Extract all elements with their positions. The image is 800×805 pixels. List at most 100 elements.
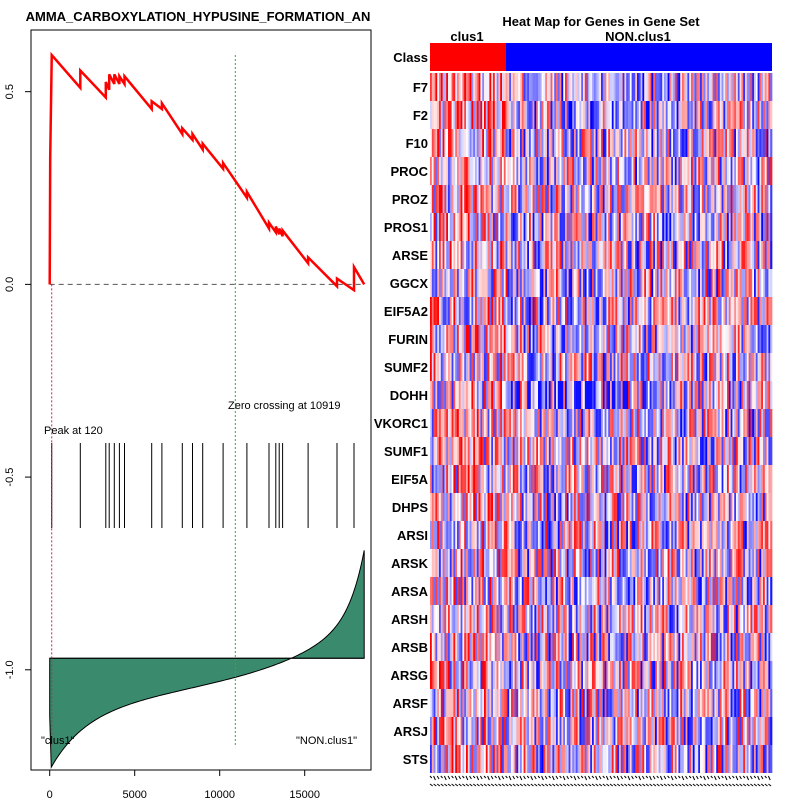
heatmap-cell bbox=[770, 605, 772, 633]
gene-label: PROC bbox=[390, 164, 428, 179]
sample-name-mark bbox=[678, 784, 681, 786]
sample-name-mark bbox=[527, 776, 529, 778]
sample-name-mark bbox=[704, 776, 706, 780]
peak-label: Peak at 120 bbox=[44, 425, 103, 437]
sample-name-mark bbox=[560, 784, 563, 786]
sample-name-mark bbox=[563, 784, 566, 786]
sample-name-mark bbox=[480, 776, 482, 779]
gene-label: ARSK bbox=[391, 556, 428, 571]
gene-label: FURIN bbox=[388, 332, 428, 347]
heatmap-cell bbox=[770, 185, 772, 213]
sample-name-mark bbox=[538, 776, 540, 778]
sample-name-mark bbox=[498, 776, 500, 780]
sample-name-mark bbox=[596, 784, 599, 786]
sample-name-mark bbox=[448, 776, 450, 779]
sample-name-mark bbox=[452, 784, 455, 786]
sample-name-mark bbox=[448, 784, 451, 786]
heatmap-cell bbox=[770, 661, 772, 689]
sample-name-mark bbox=[657, 784, 660, 786]
y-tick-label: -1.0 bbox=[4, 660, 16, 679]
gene-label: GGCX bbox=[390, 276, 429, 291]
left-class-label: "clus1" bbox=[41, 735, 75, 747]
sample-name-mark bbox=[671, 784, 674, 786]
x-tick-label: 5000 bbox=[122, 789, 146, 800]
sample-name-mark bbox=[563, 776, 565, 780]
sample-name-mark bbox=[459, 776, 461, 779]
enrichment-plot-title: AMMA_CARBOXYLATION_HYPUSINE_FORMATION_AN bbox=[26, 9, 371, 24]
sample-name-mark bbox=[689, 784, 692, 786]
gene-label: PROS1 bbox=[384, 220, 428, 235]
sample-name-mark bbox=[491, 784, 494, 786]
sample-name-mark bbox=[675, 776, 677, 779]
sample-name-mark bbox=[617, 776, 619, 780]
sample-name-mark bbox=[650, 776, 652, 780]
x-tick-label: 15000 bbox=[289, 789, 320, 800]
sample-name-mark bbox=[560, 776, 562, 778]
zero-crossing-label: Zero crossing at 10919 bbox=[228, 400, 341, 412]
sample-name-mark bbox=[678, 776, 680, 778]
sample-name-mark bbox=[549, 784, 552, 786]
sample-name-mark bbox=[628, 776, 630, 780]
gene-label: ARSJ bbox=[393, 724, 428, 739]
class-bar-clus1 bbox=[430, 43, 506, 71]
sample-name-mark bbox=[603, 784, 606, 786]
sample-name-mark bbox=[624, 776, 626, 778]
sample-name-mark bbox=[700, 784, 703, 786]
gene-label: F7 bbox=[413, 80, 428, 95]
sample-name-mark bbox=[462, 776, 464, 778]
heatmap-cell bbox=[770, 325, 772, 353]
sample-name-mark bbox=[470, 776, 472, 779]
x-tick-label: 0 bbox=[47, 789, 53, 800]
sample-name-mark bbox=[693, 776, 695, 780]
sample-name-mark bbox=[506, 784, 509, 786]
sample-name-mark bbox=[567, 784, 570, 786]
sample-name-mark bbox=[635, 776, 637, 778]
sample-name-mark bbox=[506, 776, 508, 778]
heatmap-cell bbox=[770, 73, 772, 101]
sample-name-mark bbox=[707, 784, 710, 786]
heatmap-cell bbox=[770, 213, 772, 241]
heatmap-cell bbox=[770, 101, 772, 129]
sample-name-mark bbox=[488, 776, 490, 780]
class-row-label: Class bbox=[393, 50, 428, 65]
heatmap-cell bbox=[770, 549, 772, 577]
sample-name-mark bbox=[653, 784, 656, 786]
heatmap-cell bbox=[770, 269, 772, 297]
sample-name-mark bbox=[437, 776, 439, 779]
sample-name-mark bbox=[603, 776, 605, 778]
heatmap-cell bbox=[770, 353, 772, 381]
sample-name-mark bbox=[477, 776, 479, 780]
sample-name-mark bbox=[606, 784, 609, 786]
running-es-line bbox=[50, 55, 365, 290]
heatmap-cell bbox=[770, 129, 772, 157]
sample-name-mark bbox=[531, 784, 534, 786]
sample-name-mark bbox=[581, 784, 584, 786]
heatmap-cells bbox=[430, 73, 772, 773]
sample-name-mark bbox=[509, 776, 511, 780]
gene-label: ARSG bbox=[390, 668, 428, 683]
sample-name-mark bbox=[657, 776, 659, 778]
sample-name-mark bbox=[639, 776, 641, 780]
sample-name-mark bbox=[675, 784, 678, 786]
sample-name-mark bbox=[430, 784, 433, 786]
sample-name-mark bbox=[696, 776, 698, 779]
sample-name-mark bbox=[495, 784, 498, 786]
sample-name-mark bbox=[520, 776, 522, 780]
sample-name-mark bbox=[664, 784, 667, 786]
sample-name-mark bbox=[574, 776, 576, 780]
sample-name-mark bbox=[484, 784, 487, 786]
sample-name-mark bbox=[704, 784, 707, 786]
sample-name-mark bbox=[437, 784, 440, 786]
heatmap-cell bbox=[770, 633, 772, 661]
right-class-label: "NON.clus1" bbox=[296, 735, 357, 747]
sample-name-mark bbox=[542, 776, 544, 780]
sample-name-mark bbox=[534, 776, 536, 779]
sample-name-mark bbox=[473, 776, 475, 778]
sample-name-mark bbox=[646, 776, 648, 778]
sample-name-mark bbox=[621, 776, 623, 779]
gene-label: SUMF2 bbox=[384, 360, 428, 375]
sample-name-mark bbox=[459, 784, 462, 786]
sample-name-mark bbox=[707, 776, 709, 779]
sample-name-mark bbox=[466, 776, 468, 780]
